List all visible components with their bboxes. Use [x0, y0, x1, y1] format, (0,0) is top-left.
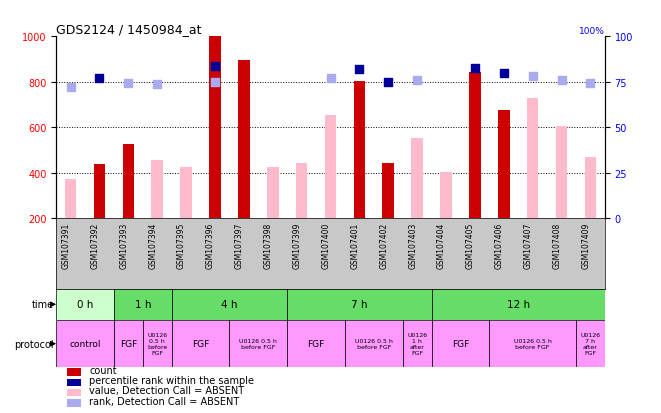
Text: U0126
0.5 h
before
FGF: U0126 0.5 h before FGF — [147, 332, 167, 355]
Text: GSM107393: GSM107393 — [120, 222, 128, 269]
Text: 4 h: 4 h — [221, 299, 238, 310]
Point — [325, 76, 336, 83]
Text: GSM107397: GSM107397 — [235, 222, 244, 269]
Text: GSM107399: GSM107399 — [293, 222, 301, 269]
Point — [123, 81, 134, 87]
Bar — [469, 72, 481, 219]
Text: GSM107400: GSM107400 — [321, 222, 330, 269]
Text: 0 h: 0 h — [77, 299, 93, 310]
Text: FGF: FGF — [120, 339, 137, 348]
Bar — [576, 320, 605, 368]
Bar — [122, 145, 134, 219]
Point — [354, 67, 365, 74]
Text: U0126
7 h
after
FGF: U0126 7 h after FGF — [580, 332, 600, 355]
Bar — [143, 320, 172, 368]
Text: control: control — [69, 339, 101, 348]
Text: GSM107395: GSM107395 — [177, 222, 186, 269]
Text: 12 h: 12 h — [506, 299, 529, 310]
Text: GSM107391: GSM107391 — [61, 222, 71, 268]
Text: GSM107402: GSM107402 — [379, 222, 388, 268]
Point — [556, 77, 566, 84]
Bar — [287, 320, 345, 368]
Point — [469, 66, 480, 72]
Bar — [172, 320, 229, 368]
Text: GDS2124 / 1450984_at: GDS2124 / 1450984_at — [56, 23, 202, 36]
Bar — [584, 158, 596, 219]
Bar — [67, 389, 81, 396]
Bar — [114, 289, 172, 320]
Point — [498, 70, 509, 77]
Text: time: time — [31, 299, 54, 310]
Point — [585, 81, 596, 87]
Text: 7 h: 7 h — [351, 299, 368, 310]
Bar — [403, 320, 432, 368]
Text: GSM107406: GSM107406 — [494, 222, 504, 269]
Point — [210, 79, 220, 86]
Text: 1 h: 1 h — [135, 299, 151, 310]
Bar — [325, 116, 336, 219]
Bar — [440, 172, 451, 219]
Text: U0126 0.5 h
before FGF: U0126 0.5 h before FGF — [514, 338, 551, 349]
Bar — [411, 138, 423, 219]
Bar — [172, 289, 287, 320]
Text: protocol: protocol — [14, 339, 54, 349]
Text: U0126 0.5 h
before FGF: U0126 0.5 h before FGF — [355, 338, 393, 349]
Point — [210, 64, 220, 70]
Bar — [527, 99, 539, 219]
Bar — [489, 320, 576, 368]
Bar — [210, 37, 221, 219]
Bar — [498, 111, 510, 219]
Bar — [67, 379, 81, 386]
Text: GSM107398: GSM107398 — [264, 222, 273, 268]
Bar — [180, 168, 192, 219]
Text: 100%: 100% — [579, 27, 605, 36]
Text: GSM107396: GSM107396 — [206, 222, 215, 269]
Bar — [432, 289, 605, 320]
Bar — [229, 320, 287, 368]
Bar — [556, 127, 567, 219]
Text: GSM107394: GSM107394 — [148, 222, 157, 269]
Bar — [238, 61, 250, 219]
Bar — [65, 179, 77, 219]
Text: GSM107404: GSM107404 — [437, 222, 446, 269]
Text: U0126 0.5 h
before FGF: U0126 0.5 h before FGF — [239, 338, 277, 349]
Point — [152, 82, 163, 88]
Bar — [94, 164, 105, 219]
Bar — [151, 161, 163, 219]
Text: value, Detection Call = ABSENT: value, Detection Call = ABSENT — [89, 385, 244, 395]
Bar — [287, 289, 432, 320]
Point — [527, 74, 538, 80]
Bar — [354, 81, 365, 219]
Bar — [56, 289, 114, 320]
Point — [412, 77, 422, 84]
Text: FGF: FGF — [192, 339, 209, 348]
Bar — [432, 320, 489, 368]
Text: GSM107408: GSM107408 — [553, 222, 561, 268]
Bar — [67, 368, 81, 376]
Text: percentile rank within the sample: percentile rank within the sample — [89, 375, 254, 385]
Text: U0126
1 h
after
FGF: U0126 1 h after FGF — [407, 332, 427, 355]
Text: GSM107409: GSM107409 — [582, 222, 590, 269]
Bar — [345, 320, 403, 368]
Text: GSM107392: GSM107392 — [91, 222, 100, 268]
Point — [95, 76, 105, 83]
Bar — [296, 163, 307, 219]
Bar — [383, 163, 394, 219]
Bar — [114, 320, 143, 368]
Point — [65, 85, 76, 92]
Text: GSM107401: GSM107401 — [350, 222, 360, 268]
Text: GSM107403: GSM107403 — [408, 222, 417, 269]
Point — [383, 79, 393, 86]
Text: GSM107405: GSM107405 — [466, 222, 475, 269]
Bar — [267, 168, 278, 219]
Text: rank, Detection Call = ABSENT: rank, Detection Call = ABSENT — [89, 396, 239, 406]
Bar — [67, 399, 81, 407]
Text: count: count — [89, 365, 117, 375]
Text: GSM107407: GSM107407 — [524, 222, 533, 269]
Text: FGF: FGF — [307, 339, 325, 348]
Bar — [56, 320, 114, 368]
Text: FGF: FGF — [452, 339, 469, 348]
